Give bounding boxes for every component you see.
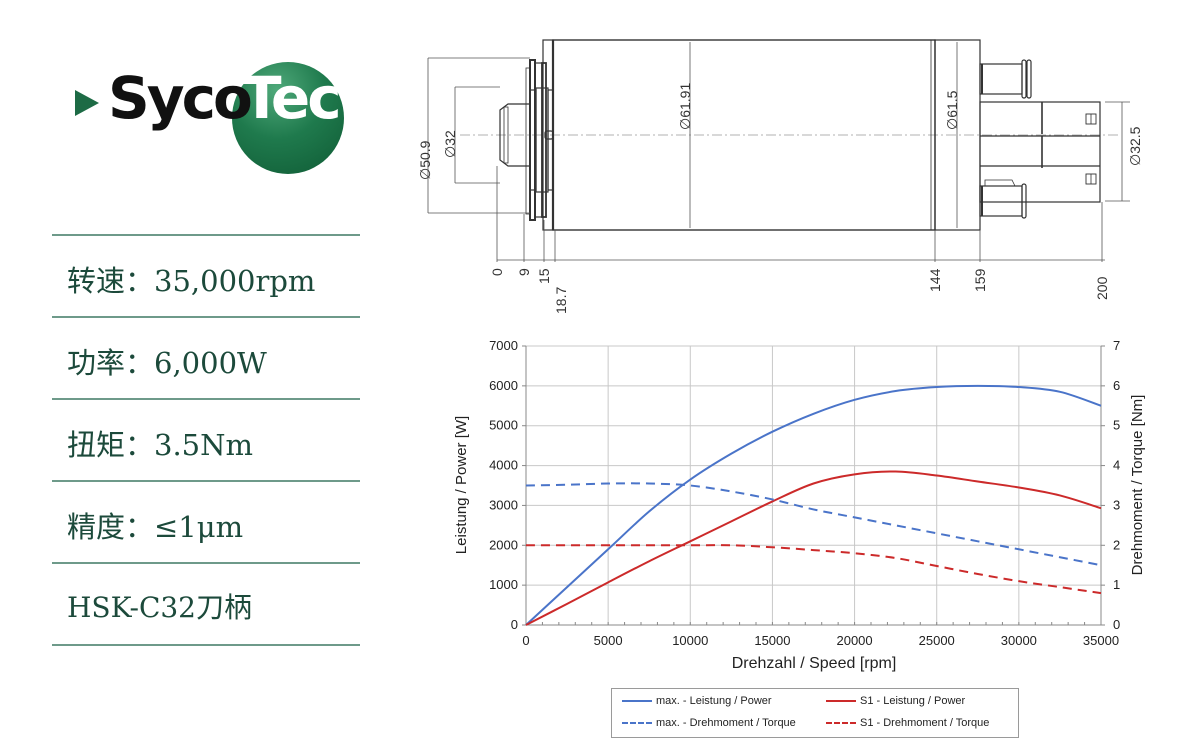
spec-torque: 扭矩：3.5Nm [67,428,253,462]
dim-diameter-32-5: ∅32.5 [1127,126,1143,166]
dim-length-200: 200 [1094,276,1110,300]
chart-svg: 0 1000 2000 3000 4000 5000 6000 7000 0 1 2 3 4 5 6 7 0 50… [453,338,1146,672]
svg-text:1000: 1000 [489,577,518,592]
legend-label: S1 - Drehmoment / Torque [860,717,990,729]
svg-text:6000: 6000 [489,378,518,393]
svg-text:15000: 15000 [754,633,790,648]
legend-label: max. - Leistung / Power [656,695,772,707]
legend-label: S1 - Leistung / Power [860,695,966,707]
solid-line-red-icon [826,700,856,702]
dim-diameter-32: ∅32 [442,130,458,158]
dim-diameter-50-9: ∅50.9 [417,140,433,180]
svg-text:5000: 5000 [489,418,518,433]
spec-row-torque: 扭矩：3.5Nm [52,398,360,480]
chart-grid [522,345,1105,626]
svg-text:30000: 30000 [1001,633,1037,648]
legend-item-max-power: max. - Leistung / Power [622,695,772,707]
svg-text:35000: 35000 [1083,633,1119,648]
logo-arrow-icon [75,90,99,116]
dim-diameter-61-5: ∅61.5 [944,90,960,130]
svg-text:0: 0 [511,617,518,632]
chart-series [525,384,1102,626]
svg-text:3000: 3000 [489,497,518,512]
svg-text:4: 4 [1113,458,1120,473]
svg-text:25000: 25000 [919,633,955,648]
spec-row-power: 功率：6,000W [52,316,360,398]
svg-text:3: 3 [1113,497,1120,512]
dim-length-144: 144 [927,268,943,292]
x-axis-label: Drehzahl / Speed [rpm] [732,655,897,672]
y2-axis-label: Drehmoment / Torque [Nm] [1129,395,1146,576]
svg-text:0: 0 [522,633,529,648]
svg-text:7000: 7000 [489,338,518,353]
spec-toolholder: HSK-C32刀柄 [67,591,252,624]
y-axis-label: Leistung / Power [W] [453,416,470,554]
chart-ticks: 0 1000 2000 3000 4000 5000 6000 7000 0 1 2 3 4 5 6 7 0 50… [489,338,1120,648]
spec-row-speed: 转速：35,000rpm [52,234,360,316]
spec-row-toolholder: HSK-C32刀柄 [52,562,360,646]
spec-list: 转速：35,000rpm 功率：6,000W 扭矩：3.5Nm 精度：≤1μm … [52,234,360,646]
spec-power: 功率：6,000W [67,346,267,380]
legend-label: max. - Drehmoment / Torque [656,717,796,729]
drawing-svg: ∅50.9 ∅32 ∅61.91 ∅61.5 ∅32.5 0 9 15 18.7… [417,39,1143,314]
spec-precision: 精度：≤1μm [67,510,244,544]
chart-legend: max. - Leistung / Power S1 - Leistung / … [611,688,1019,738]
svg-text:7: 7 [1113,338,1120,353]
logo-circle [232,62,344,174]
dim-length-0: 0 [489,268,505,276]
svg-text:20000: 20000 [836,633,872,648]
sycotec-logo: Syco Tec [70,62,350,174]
series-line-0 [525,384,1102,626]
svg-text:0: 0 [1113,617,1120,632]
dim-length-9: 9 [516,268,532,276]
dim-diameter-61-91: ∅61.91 [677,83,693,130]
series-line-1 [525,470,1102,626]
series-line-2 [525,482,1102,567]
svg-text:5000: 5000 [594,633,623,648]
spindle-technical-drawing: ∅50.9 ∅32 ∅61.91 ∅61.5 ∅32.5 0 9 15 18.7… [400,30,1160,320]
dashed-line-blue-icon [622,722,652,724]
svg-text:5: 5 [1113,418,1120,433]
svg-text:1: 1 [1113,577,1120,592]
dim-length-159: 159 [972,268,988,292]
legend-item-max-torque: max. - Drehmoment / Torque [622,717,796,729]
logo-text-tec: Tec [242,64,342,132]
solid-line-blue-icon [622,700,652,702]
spec-row-precision: 精度：≤1μm [52,480,360,562]
svg-text:2: 2 [1113,537,1120,552]
svg-text:4000: 4000 [489,458,518,473]
svg-text:2000: 2000 [489,537,518,552]
spec-speed: 转速：35,000rpm [67,264,316,298]
dim-length-15: 15 [536,268,552,284]
series-line-3 [525,544,1102,595]
power-torque-chart: 0 1000 2000 3000 4000 5000 6000 7000 0 1 2 3 4 5 6 7 0 50… [440,335,1180,741]
dashed-line-red-icon [826,722,856,724]
svg-text:10000: 10000 [672,633,708,648]
svg-text:6: 6 [1113,378,1120,393]
legend-item-s1-power: S1 - Leistung / Power [826,695,965,707]
dim-length-18-7: 18.7 [553,287,569,314]
logo-text-syco: Syco [108,64,253,132]
legend-item-s1-torque: S1 - Drehmoment / Torque [826,717,989,729]
